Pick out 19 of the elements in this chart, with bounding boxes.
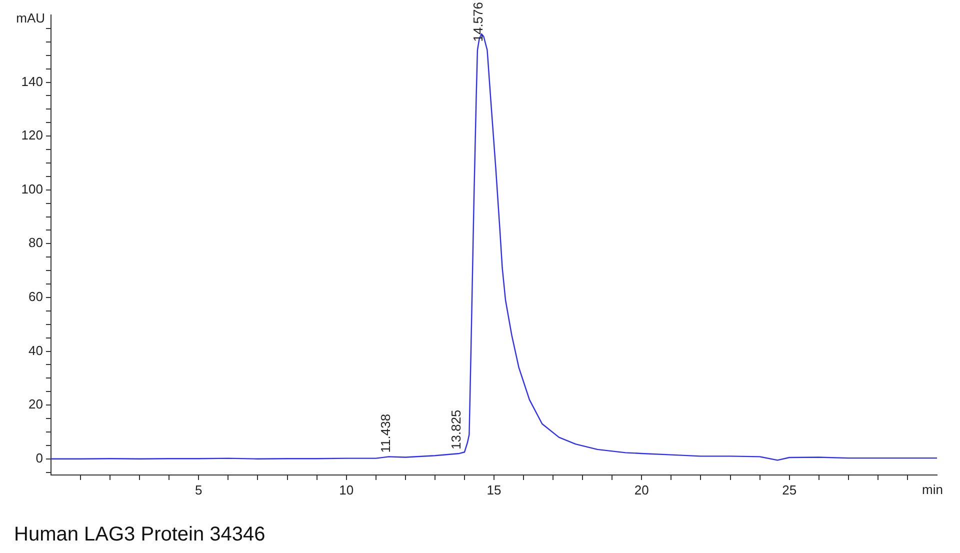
y-tick-label: 80 bbox=[28, 235, 43, 250]
x-tick-label: 10 bbox=[339, 482, 354, 498]
y-tick-label: 100 bbox=[21, 181, 43, 196]
y-axis-title: mAU bbox=[16, 10, 45, 26]
x-tick-label: 5 bbox=[195, 482, 202, 498]
text: Human LAG3 Protein 34346 bbox=[14, 524, 266, 546]
annotation: 14.576 bbox=[470, 2, 486, 42]
y-tick-label: 120 bbox=[21, 128, 43, 143]
x-tick-label: 20 bbox=[634, 482, 649, 498]
annotation: 11.438 bbox=[378, 414, 393, 453]
x-axis-title: min bbox=[922, 482, 943, 498]
x-tick-label: 25 bbox=[782, 482, 797, 498]
y-tick-label: 60 bbox=[28, 289, 43, 304]
y-tick-label: 0 bbox=[36, 450, 43, 466]
x-tick-label: 15 bbox=[486, 482, 502, 498]
annotation: 13.825 bbox=[448, 410, 464, 450]
y-tick-label: 20 bbox=[28, 396, 43, 412]
y-tick-label: 40 bbox=[28, 342, 43, 358]
y-tick-label: 140 bbox=[21, 74, 43, 89]
